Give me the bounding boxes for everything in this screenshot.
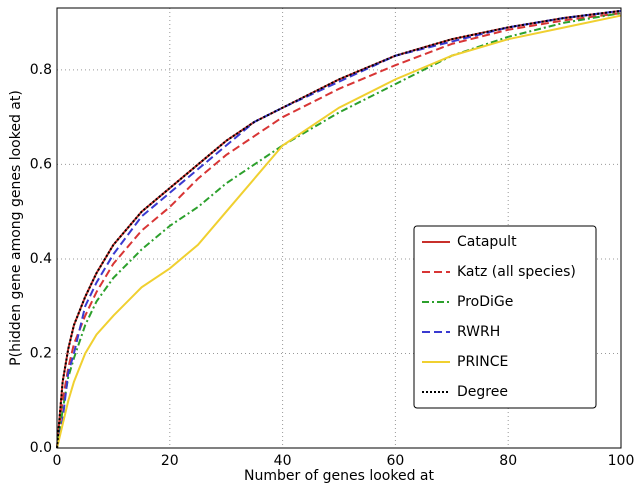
legend-label: ProDiGe — [457, 294, 513, 310]
plot-frame — [56, 7, 622, 449]
line-series — [56, 9, 622, 449]
x-tick-label: 20 — [161, 453, 179, 469]
x-tick-label: 100 — [608, 453, 635, 469]
y-tick-label: 0.6 — [30, 156, 52, 172]
y-axis-label: P(hidden gene among genes looked at) — [8, 90, 24, 366]
line-series — [56, 12, 622, 449]
legend-label: Catapult — [457, 234, 517, 250]
legend-label: PRINCE — [457, 354, 508, 370]
x-tick-label: 40 — [274, 453, 292, 469]
legend-label: RWRH — [457, 324, 500, 340]
legend-label: Katz (all species) — [457, 264, 576, 280]
x-tick-label: 80 — [499, 453, 517, 469]
legend-box — [413, 225, 597, 409]
line-series — [56, 9, 622, 449]
y-tick-label: 0.2 — [30, 345, 52, 361]
y-tick-label: 0.0 — [30, 440, 52, 456]
y-tick-label: 0.8 — [30, 62, 52, 78]
line-series — [56, 14, 622, 449]
legend-label: Degree — [457, 384, 508, 400]
y-tick-label: 0.4 — [30, 251, 52, 267]
x-tick-label: 60 — [386, 453, 404, 469]
x-axis-label: Number of genes looked at — [244, 468, 435, 484]
legend: Catapult Katz (all species) ProDiGe RWRH PRI… — [413, 225, 597, 409]
x-tick-label: 0 — [53, 453, 62, 469]
